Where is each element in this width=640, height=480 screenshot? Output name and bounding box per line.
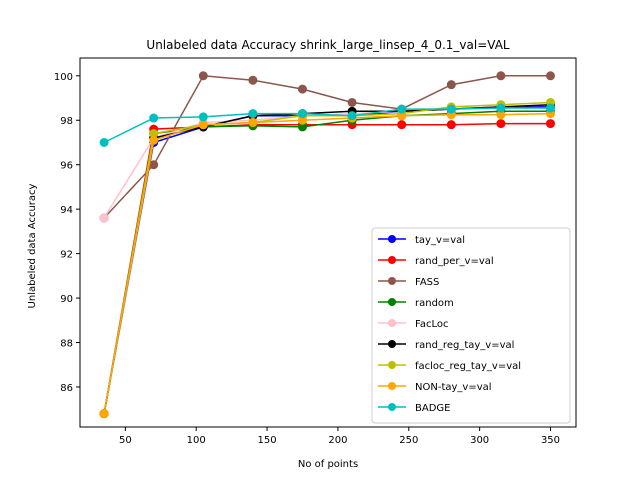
series-line	[103, 101, 551, 414]
data-point	[198, 71, 208, 81]
legend-label: NON-tay_v=val	[415, 382, 492, 393]
legend-marker	[388, 319, 396, 327]
data-point	[397, 104, 407, 114]
legend-label: rand_reg_tay_v=val	[415, 340, 514, 351]
legend-item: rand_reg_tay_v=val	[378, 340, 514, 351]
y-tick-label: 100	[54, 72, 73, 83]
data-point	[496, 103, 506, 113]
data-point	[446, 104, 456, 114]
series-8	[99, 103, 555, 147]
data-point	[347, 111, 357, 121]
chart-title: Unlabeled data Accuracy shrink_large_lin…	[146, 38, 509, 52]
data-point	[496, 119, 506, 129]
legend-item: BADGE	[378, 403, 450, 414]
legend-item: NON-tay_v=val	[378, 382, 492, 393]
data-point	[99, 137, 109, 147]
legend-label: tay_v=val	[415, 235, 465, 246]
data-point	[446, 80, 456, 90]
legend-item: random	[378, 298, 454, 309]
data-point	[149, 135, 159, 145]
legend-item: rand_per_v=val	[378, 256, 494, 267]
data-point	[99, 409, 109, 419]
legend-item: FacLoc	[378, 319, 448, 330]
series-line	[103, 75, 551, 219]
legend-label: FASS	[415, 277, 439, 288]
legend-item: FASS	[378, 277, 439, 288]
y-tick-label: 88	[60, 339, 73, 350]
x-tick-label: 250	[399, 435, 418, 446]
series-line	[103, 122, 551, 414]
axes-frame	[79, 57, 577, 428]
legend-label: random	[415, 298, 454, 309]
legend-marker	[388, 403, 396, 411]
x-tick-label: 200	[328, 435, 347, 446]
legend-marker	[388, 361, 396, 369]
data-point	[198, 112, 208, 122]
y-axis-label: Unlabeled data Accuracy	[27, 183, 38, 308]
plot-area	[99, 71, 555, 419]
data-point	[149, 160, 159, 170]
y-tick-label: 92	[60, 250, 73, 261]
x-axis-label: No of points	[298, 459, 358, 470]
legend-marker	[388, 235, 396, 243]
y-tick-label: 86	[60, 383, 73, 394]
data-point	[545, 103, 555, 113]
x-tick-label: 150	[258, 435, 277, 446]
data-point	[248, 117, 258, 127]
legend-label: FacLoc	[415, 319, 448, 330]
legend-label: facloc_reg_tay_v=val	[415, 361, 521, 372]
data-point	[297, 109, 307, 119]
series-7	[99, 109, 555, 419]
data-point	[347, 97, 357, 107]
data-point	[198, 120, 208, 130]
x-tick-label: 300	[470, 435, 489, 446]
data-point	[545, 119, 555, 129]
x-tick-label: 100	[187, 435, 206, 446]
x-tick-label: 50	[119, 435, 132, 446]
legend-label: rand_per_v=val	[415, 256, 494, 267]
y-tick-label: 90	[60, 294, 73, 305]
legend: tay_v=val rand_per_v=val FASS random FacLoc r…	[371, 227, 571, 424]
data-point	[248, 109, 258, 119]
y-tick-label: 94	[60, 205, 73, 216]
y-tick-label: 96	[60, 161, 73, 172]
series-line	[103, 107, 551, 144]
legend-marker	[388, 340, 396, 348]
legend-marker	[388, 298, 396, 306]
data-point	[248, 75, 258, 85]
legend-item: tay_v=val	[378, 235, 465, 246]
x-tick-label: 350	[541, 435, 560, 446]
legend-label: BADGE	[415, 403, 450, 414]
data-point	[496, 71, 506, 81]
legend-marker	[388, 382, 396, 390]
legend-marker	[388, 256, 396, 264]
data-point	[397, 120, 407, 130]
data-point	[545, 71, 555, 81]
series-line	[103, 112, 551, 414]
data-point	[149, 113, 159, 123]
data-point	[99, 213, 109, 223]
data-point	[446, 120, 456, 130]
legend-box	[371, 227, 571, 424]
data-point	[297, 84, 307, 94]
legend-marker	[388, 277, 396, 285]
y-tick-label: 98	[60, 116, 73, 127]
legend-item: facloc_reg_tay_v=val	[378, 361, 521, 372]
axis-ticks: 50 100 150 200 250 300 350 86 88 90 92 94 96 98 100	[54, 57, 577, 446]
